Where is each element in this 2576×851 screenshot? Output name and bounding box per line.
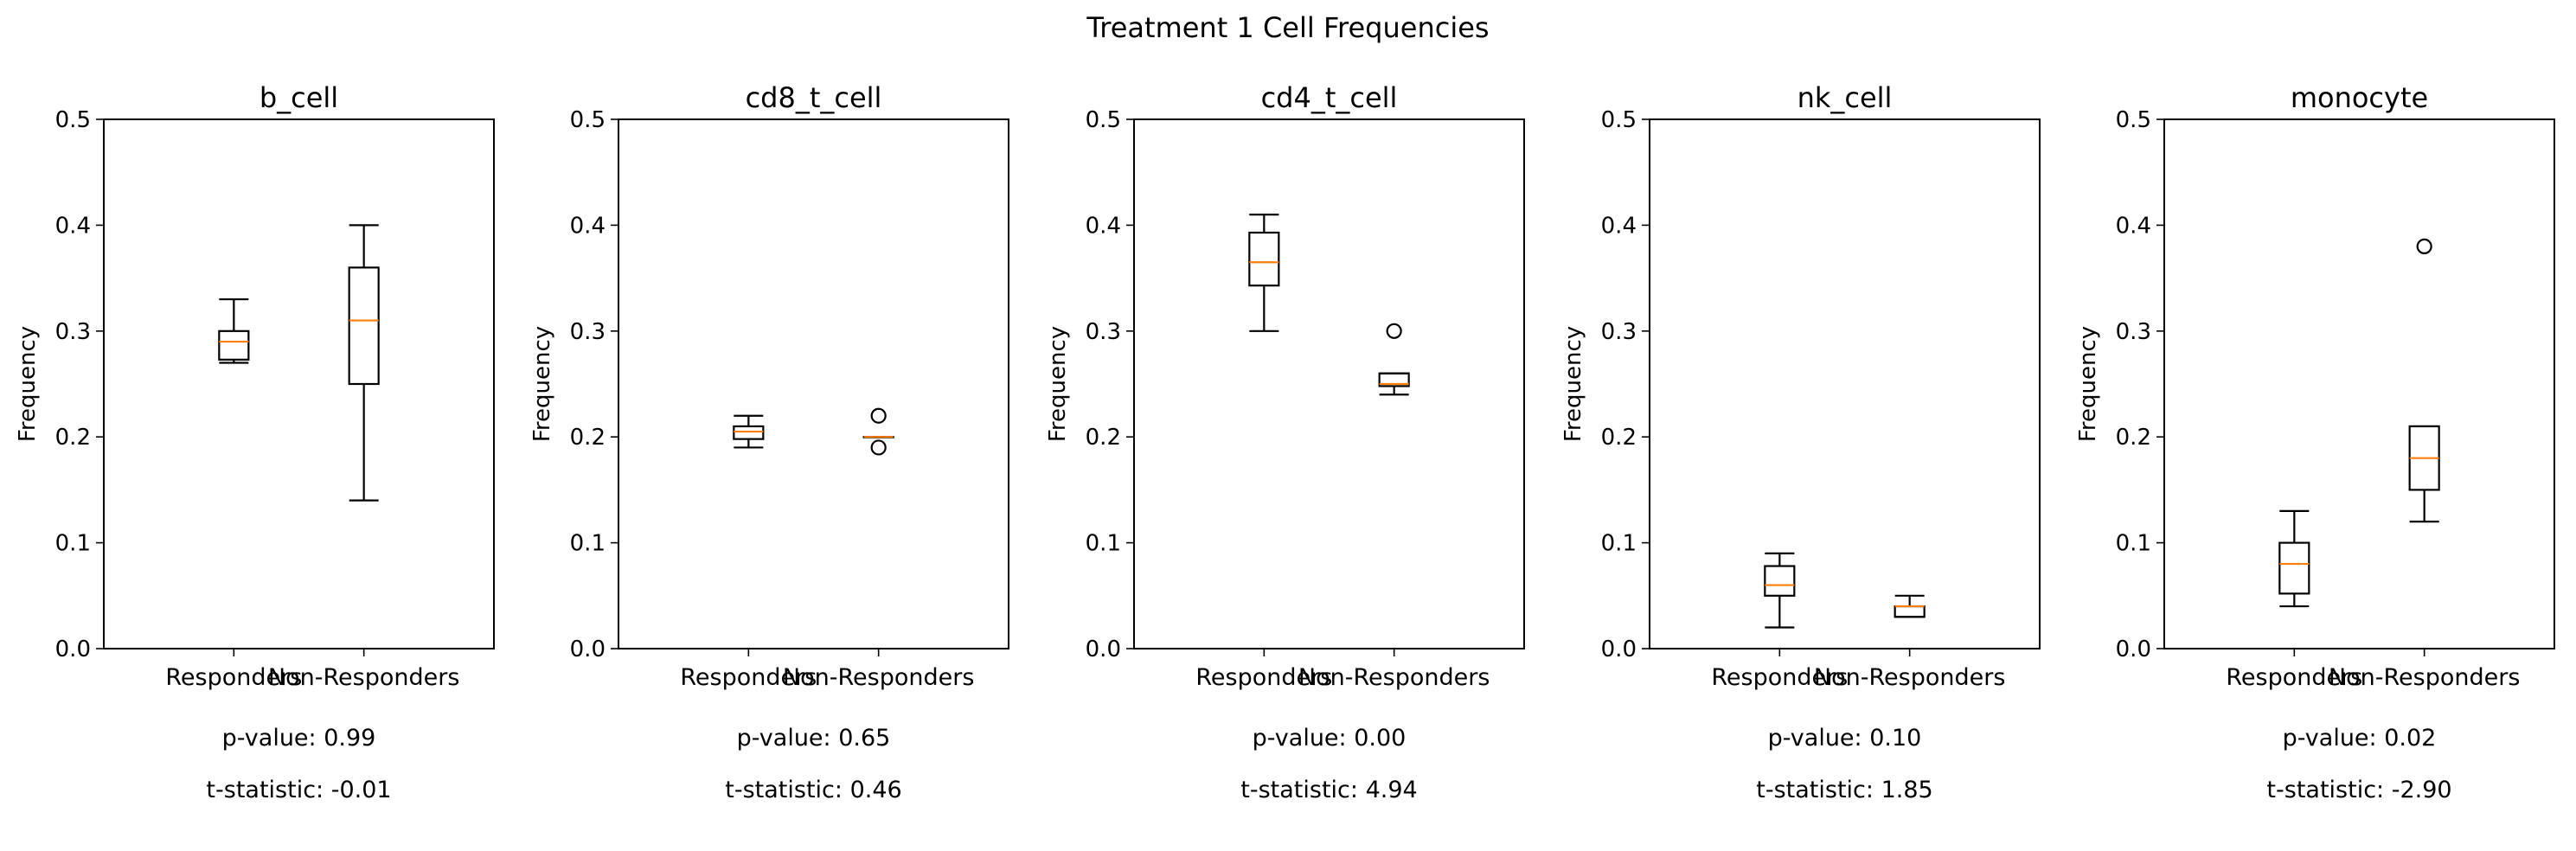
box-non-responders [1378,323,1410,396]
panel-cd4-t-cell: cd4_t_cell 0.0 0.1 0.2 0.3 0.4 0.5 Frequency Res… [1045,81,1525,803]
y-tick-label: 0.0 [2116,637,2151,662]
y-tick-label: 0.2 [570,425,606,451]
t-statistic-annotation: t-statistic: -2.90 [2266,777,2451,803]
iqr-box [1764,565,1796,597]
y-tick-label: 0.2 [2116,425,2151,451]
box-responders [1248,214,1280,332]
iqr-box [2278,541,2310,595]
y-tick-label: 0.4 [1601,213,1637,239]
y-tick-label: 0.3 [2116,319,2151,345]
x-tick-label: Non-Responders [2329,664,2520,691]
outlier-point [870,407,887,424]
outlier-point [1386,323,1402,339]
t-statistic-annotation: t-statistic: 0.46 [725,777,901,803]
x-tick-label: Non-Responders [1298,664,1490,691]
y-tick-label: 0.1 [55,531,91,557]
box-responders [218,298,250,364]
t-statistic-annotation: t-statistic: 1.85 [1756,777,1932,803]
y-tick-label: 0.0 [1086,637,1121,662]
outlier-point [2416,238,2432,254]
panel-cd8-t-cell: cd8_t_cell 0.0 0.1 0.2 0.3 0.4 0.5 Frequency Res… [529,81,1009,803]
y-tick-label: 0.5 [1601,107,1637,133]
outlier-point [870,439,887,456]
x-tick-label: Non-Responders [783,664,974,691]
y-tick-label: 0.4 [2116,213,2151,239]
axes-frame [618,118,1009,649]
panel-title: b_cell [260,81,338,114]
y-tick-label: 0.4 [1086,213,1121,239]
axes-frame [2163,118,2555,649]
y-tick-label: 0.5 [1086,107,1121,133]
y-axis-label: Frequency [15,326,41,442]
box-non-responders [862,407,894,456]
axes-frame [103,118,495,649]
y-tick-label: 0.2 [1086,425,1121,451]
panel-monocyte: monocyte 0.0 0.1 0.2 0.3 0.4 0.5 Frequency Respo… [2075,81,2555,803]
y-tick-label: 0.3 [55,319,91,345]
y-tick-label: 0.5 [570,107,606,133]
iqr-box [1378,372,1410,387]
y-axis-label: Frequency [1560,326,1586,442]
y-tick-label: 0.0 [570,637,606,662]
x-tick-label: Responders [1195,664,1332,691]
y-tick-label: 0.0 [1601,637,1637,662]
x-tick-label: Non-Responders [1814,664,2005,691]
x-tick-label: Responders [680,664,817,691]
p-value-annotation: p-value: 0.10 [1768,725,1922,752]
y-tick-label: 0.3 [1086,319,1121,345]
panel-nk-cell: nk_cell 0.0 0.1 0.2 0.3 0.4 0.5 Frequency Respon… [1560,81,2041,803]
y-tick-label: 0.5 [2116,107,2151,133]
iqr-box [218,330,250,361]
y-tick-label: 0.3 [1601,319,1637,345]
y-tick-label: 0.3 [570,319,606,345]
x-tick-label: Responders [2226,664,2362,691]
panel-title: nk_cell [1797,81,1893,114]
y-axis-label: Frequency [1045,326,1071,442]
p-value-annotation: p-value: 0.00 [1253,725,1407,752]
figure-title: Treatment 1 Cell Frequencies [1086,11,1489,44]
box-responders [733,414,765,449]
t-statistic-annotation: t-statistic: -0.01 [206,777,391,803]
x-tick-label: Responders [1711,664,1848,691]
box-responders [2278,509,2310,608]
y-tick-label: 0.1 [1601,531,1637,557]
p-value-annotation: p-value: 0.65 [737,725,891,752]
y-tick-label: 0.1 [1086,531,1121,557]
panel-b-cell: b_cell 0.0 0.1 0.2 0.3 0.4 0.5 Frequency Respond… [15,81,495,803]
axes-frame [1133,118,1525,649]
box-non-responders [348,224,380,502]
t-statistic-annotation: t-statistic: 4.94 [1240,777,1417,803]
y-tick-label: 0.2 [55,425,91,451]
box-non-responders [2408,238,2440,523]
y-tick-label: 0.0 [55,637,91,662]
y-tick-label: 0.1 [2116,531,2151,557]
box-non-responders [1894,594,1926,618]
p-value-annotation: p-value: 0.99 [222,725,376,752]
y-tick-label: 0.1 [570,531,606,557]
iqr-box [348,266,380,386]
x-tick-label: Responders [165,664,302,691]
y-tick-label: 0.4 [55,213,91,239]
y-axis-label: Frequency [2075,326,2101,442]
y-tick-label: 0.2 [1601,425,1637,451]
y-axis-label: Frequency [529,326,555,442]
y-tick-label: 0.4 [570,213,606,239]
iqr-box [733,425,765,440]
panel-title: cd4_t_cell [1261,81,1398,114]
x-tick-label: Non-Responders [268,664,459,691]
panel-title: cd8_t_cell [746,81,882,114]
panel-title: monocyte [2291,81,2428,114]
axes-frame [1649,118,2041,649]
panels-container: b_cell 0.0 0.1 0.2 0.3 0.4 0.5 Frequency Respond… [15,81,2555,803]
p-value-annotation: p-value: 0.02 [2283,725,2437,752]
y-tick-label: 0.5 [55,107,91,133]
iqr-box [1248,231,1280,287]
box-responders [1764,552,1796,629]
